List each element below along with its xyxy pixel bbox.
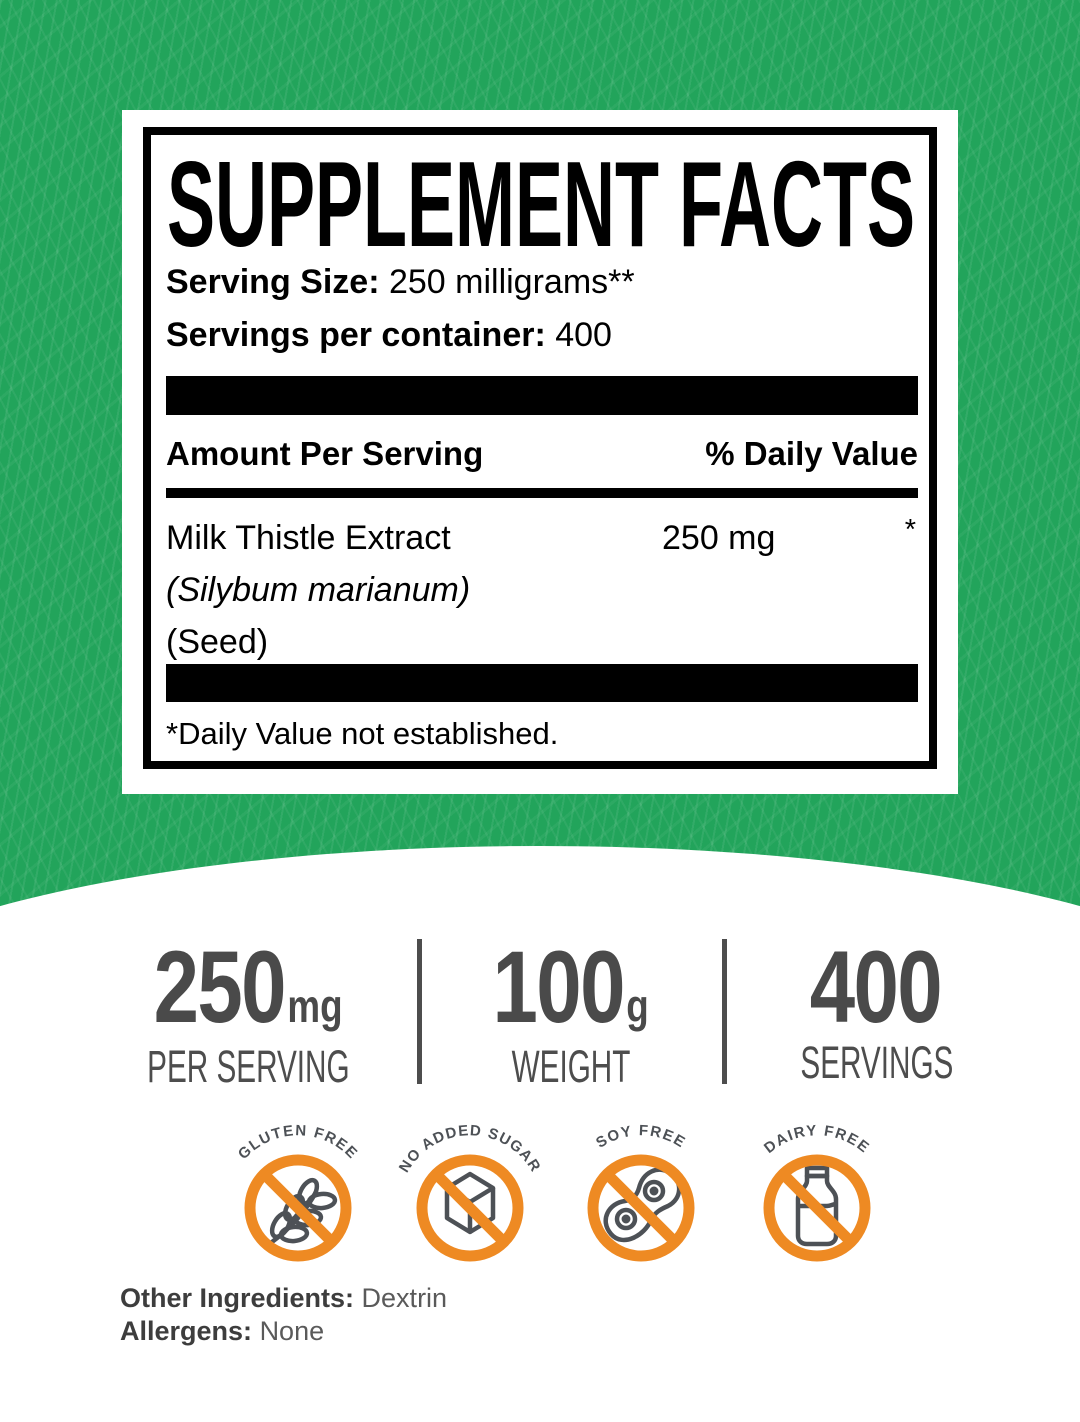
badge-dairy-free: DAIRY FREE — [729, 1108, 905, 1280]
allergens-label: Allergens: — [120, 1316, 253, 1346]
facts-table-header: Amount Per Serving % Daily Value — [166, 435, 918, 473]
stat-weight: 100 g WEIGHT — [421, 930, 721, 1092]
svg-text:SOY FREE: SOY FREE — [593, 1122, 689, 1152]
svg-text:NO ADDED SUGAR: NO ADDED SUGAR — [396, 1122, 544, 1175]
facts-panel-content: SUPPLEMENT FACTS Serving Size: 250 milli… — [166, 110, 918, 794]
servings-per-container-line: Servings per container: 400 — [166, 316, 918, 355]
allergens-value: None — [259, 1316, 325, 1346]
ingredient-row: Milk Thistle Extract (Silybum marianum) … — [166, 512, 918, 668]
badge-no-added-sugar: NO ADDED SUGAR — [382, 1108, 558, 1280]
stat-weight-number: 100 g — [492, 930, 650, 1044]
stat-value: 400 — [810, 930, 943, 1044]
servings-per-container-label: Servings per container: — [166, 316, 546, 354]
badge-curved-label: DAIRY FREE — [761, 1122, 872, 1157]
other-ingredients-line: Other Ingredients: Dextrin — [120, 1282, 447, 1315]
other-ingredients-value: Dextrin — [361, 1283, 448, 1313]
badge-curved-label: NO ADDED SUGAR — [396, 1122, 543, 1175]
prohibition-circle — [763, 1154, 871, 1262]
stat-per-serving: 250 mg PER SERVING — [98, 930, 398, 1092]
page-title: SUPPLEMENT FACTS — [167, 150, 915, 250]
prohibition-circle — [587, 1154, 695, 1262]
dairy-free-graphic: DAIRY FREE — [761, 1122, 873, 1262]
stat-per-serving-number: 250 mg — [153, 930, 343, 1044]
servings-per-container-value: 400 — [555, 316, 612, 354]
other-ingredients-label: Other Ingredients: — [120, 1283, 355, 1313]
amount-per-serving-header: Amount Per Serving — [166, 435, 484, 472]
prohibition-slash — [260, 1170, 336, 1246]
badge-gluten-free: GLUTEN FREE — [210, 1108, 386, 1280]
allergens-line: Allergens: None — [120, 1315, 447, 1348]
prohibition-circle — [244, 1154, 352, 1262]
ingredient-amount: 250 mg — [662, 519, 776, 557]
serving-size-value: 250 milligrams** — [388, 263, 635, 301]
ingredient-botanical-name: (Silybum marianum) — [166, 571, 471, 609]
stat-value: 250 — [153, 930, 287, 1044]
stat-unit: mg — [287, 980, 343, 1032]
daily-value-footnote: *Daily Value not established. — [166, 716, 559, 751]
daily-value-header: % Daily Value — [705, 435, 918, 472]
soy-free-graphic: SOY FREE — [587, 1122, 695, 1262]
stat-servings: 400 SERVINGS — [727, 930, 1027, 1088]
badge-soy-free: SOY FREE — [553, 1108, 729, 1280]
stat-divider — [722, 939, 727, 1084]
serving-size-label: Serving Size: — [166, 263, 380, 301]
white-curve-divider — [0, 846, 1080, 1246]
svg-text:DAIRY FREE: DAIRY FREE — [761, 1122, 873, 1157]
stat-servings-number: 400 — [810, 930, 944, 1044]
serving-size-line: Serving Size: 250 milligrams** — [166, 263, 918, 302]
stat-value: 100 — [492, 930, 626, 1044]
facts-title-graphic: SUPPLEMENT FACTS — [167, 150, 915, 250]
separator-bar-bottom — [166, 664, 918, 702]
ingredient-daily-value: * — [904, 514, 916, 546]
prohibition-slash — [432, 1170, 508, 1246]
stat-unit: g — [626, 980, 650, 1032]
stat-label: PER SERVING — [146, 1041, 350, 1092]
ingredient-plant-part: (Seed) — [166, 623, 269, 661]
footer-ingredient-info: Other Ingredients: Dextrin Allergens: No… — [120, 1282, 447, 1348]
stat-label: WEIGHT — [511, 1041, 631, 1092]
facts-panel-border — [143, 127, 937, 769]
gluten-free-graphic: GLUTEN FREE — [235, 1122, 360, 1262]
stat-label: SERVINGS — [800, 1037, 954, 1088]
separator-bar-top — [166, 376, 918, 415]
badge-curved-label: SOY FREE — [593, 1122, 687, 1152]
supplement-facts-panel: SUPPLEMENT FACTS Serving Size: 250 milli… — [122, 110, 958, 794]
header-rule — [166, 488, 918, 498]
ingredient-name: Milk Thistle Extract — [166, 519, 451, 557]
prohibition-slash — [779, 1170, 855, 1246]
stat-divider — [417, 939, 422, 1084]
no-added-sugar-graphic: NO ADDED SUGAR — [396, 1122, 544, 1262]
prohibition-circle — [416, 1154, 524, 1262]
prohibition-slash — [603, 1170, 679, 1246]
